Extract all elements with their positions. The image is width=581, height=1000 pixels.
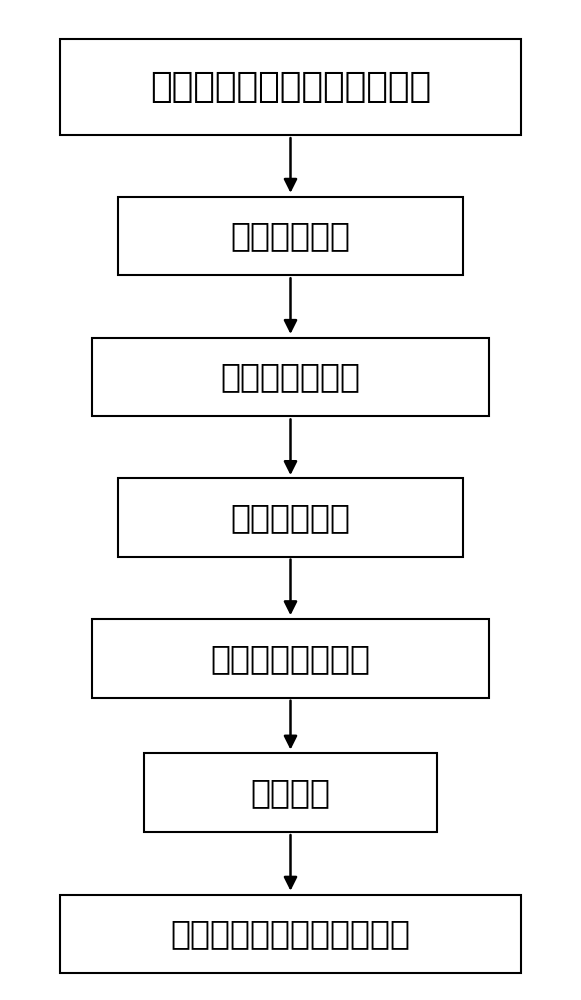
Text: 工作菌种进行活化: 工作菌种进行活化 xyxy=(210,642,371,675)
Text: 扩大培养: 扩大培养 xyxy=(250,776,331,809)
Text: 接种发酵罐进行高密度发酵: 接种发酵罐进行高密度发酵 xyxy=(170,917,411,950)
Text: 工作菌种保存: 工作菌种保存 xyxy=(231,501,350,534)
Bar xyxy=(118,197,463,275)
Bar xyxy=(118,478,463,557)
Bar xyxy=(92,619,489,698)
Bar xyxy=(144,753,437,832)
Bar xyxy=(60,895,521,973)
Text: 筛选高表达菌种: 筛选高表达菌种 xyxy=(221,361,360,394)
Text: 原始菌种保存: 原始菌种保存 xyxy=(231,220,350,252)
Text: 构建好的重组分泌型大肠杆菌: 构建好的重组分泌型大肠杆菌 xyxy=(150,70,431,104)
Bar xyxy=(60,39,521,135)
Bar xyxy=(92,338,489,416)
